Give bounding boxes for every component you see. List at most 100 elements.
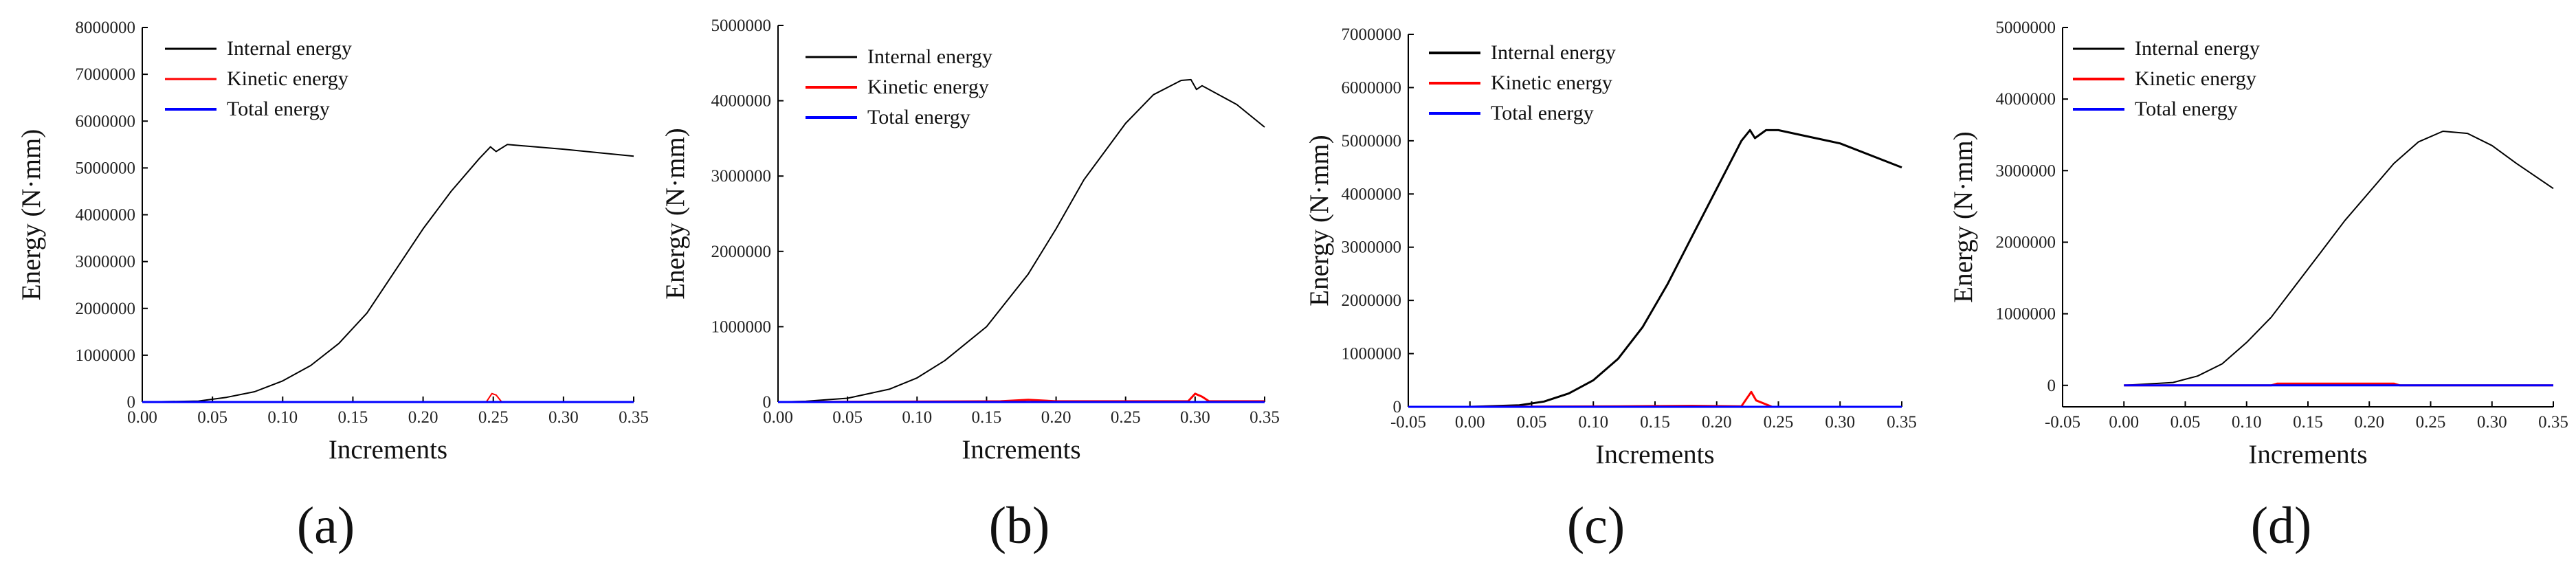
y-tick-label: 3000000 [76, 253, 136, 271]
chart-svg-d: 0 1000000 2000000 3000000 4000000 5000000 -0.0… [1948, 19, 2568, 469]
x-tick-label: 0.30 [548, 408, 579, 427]
y-tick-label: 4000000 [711, 92, 772, 111]
x-tick-label: 0.20 [1041, 408, 1072, 427]
x-tick-label: 0.35 [1250, 408, 1280, 427]
y-tick-label: 5000000 [76, 159, 136, 177]
x-tick-label: -0.05 [2045, 413, 2080, 432]
x-tick-label: 0.35 [2538, 413, 2568, 432]
y-tick-label: 2000000 [711, 243, 772, 261]
x-tick-label: 0.00 [2109, 413, 2139, 432]
series-line-kinetic-energy [142, 392, 634, 403]
x-tick-label: 0.15 [1640, 413, 1670, 432]
y-tick-label: 6000000 [76, 112, 136, 131]
y-tick-label: 5000000 [1342, 132, 1402, 150]
legend-label: Total energy [2135, 98, 2238, 120]
y-tick-label: 8000000 [76, 19, 136, 37]
series-line-internal-energy [777, 78, 1265, 403]
x-tick-label: 0.30 [1825, 413, 1855, 432]
chart-panel-b: 0 1000000 2000000 3000000 4000000 5000000 0.00… [644, 0, 1288, 580]
x-tick-label: 0.05 [1517, 413, 1547, 432]
y-tick-label: 1000000 [76, 346, 136, 365]
y-tick-label: 7000000 [76, 65, 136, 84]
panel-label-c: (c) [1566, 497, 1625, 555]
y-tick-label: 4000000 [76, 206, 136, 225]
legend-label: Kinetic energy [2135, 67, 2256, 90]
y-tick-label: 0 [2047, 377, 2056, 395]
y-tick-label: 2000000 [1342, 291, 1402, 310]
y-tick-label: 5000000 [1996, 19, 2056, 37]
legend-label: Total energy [227, 98, 330, 120]
chart-panel-d: 0 1000000 2000000 3000000 4000000 5000000 -0.0… [1932, 0, 2576, 580]
x-tick-label: 0.25 [2416, 413, 2446, 432]
x-tick-label: 0.25 [1111, 408, 1141, 427]
y-tick-label: 3000000 [1342, 238, 1402, 257]
x-tick-label: 0.30 [1180, 408, 1210, 427]
x-axis-label: Increments [1595, 440, 1714, 469]
x-tick-label: 0.00 [127, 408, 157, 427]
x-tick-label: 0.05 [197, 408, 227, 427]
legend-label: Internal energy [227, 37, 352, 60]
series-line-kinetic-energy [1469, 390, 1902, 408]
panel-label-b: (b) [988, 497, 1050, 555]
y-axis-label: Energy (N·mm) [1948, 131, 1978, 302]
legend-label: Internal energy [867, 45, 992, 68]
y-axis-label: Energy (N·mm) [1304, 135, 1334, 306]
x-tick-label: 0.05 [832, 408, 863, 427]
x-tick-label: 0.10 [1578, 413, 1608, 432]
x-tick-label: 0.35 [1887, 413, 1917, 432]
y-tick-label: 3000000 [711, 167, 772, 186]
series-line-internal-energy [1469, 129, 1902, 408]
chart-panel-a: 0 1000000 2000000 3000000 4000000 5000000 6000… [0, 0, 649, 580]
y-tick-label: 7000000 [1342, 25, 1402, 44]
legend-label: Internal energy [1491, 41, 1616, 64]
y-tick-label: 1000000 [1996, 305, 2056, 324]
x-tick-label: 0.25 [478, 408, 509, 427]
legend-label: Kinetic energy [227, 67, 348, 90]
y-tick-label: 2000000 [1996, 233, 2056, 252]
chart-svg-a: 0 1000000 2000000 3000000 4000000 5000000 6000… [16, 19, 649, 465]
legend-label: Internal energy [2135, 37, 2260, 60]
x-axis-label: Increments [329, 435, 447, 465]
chart-svg-c: 0 1000000 2000000 3000000 4000000 5000000 6000… [1304, 25, 1917, 469]
x-tick-label: 0.00 [1455, 413, 1485, 432]
y-tick-label: 3000000 [1996, 161, 2056, 180]
x-tick-label: 0.05 [2170, 413, 2201, 432]
x-tick-label: 0.15 [338, 408, 368, 427]
x-axis-label: Increments [962, 435, 1080, 465]
x-tick-label: 0.10 [2232, 413, 2262, 432]
x-tick-label: 0.25 [1764, 413, 1794, 432]
panel-label-d: (d) [2250, 497, 2312, 555]
x-tick-label: 0.35 [619, 408, 649, 427]
y-tick-label: 4000000 [1342, 185, 1402, 203]
chart-svg-b: 0 1000000 2000000 3000000 4000000 5000000 0.00… [660, 16, 1280, 465]
panel-label-a: (a) [296, 497, 355, 555]
x-tick-label: 0.15 [972, 408, 1002, 427]
y-tick-label: 0 [763, 393, 772, 412]
y-axis-label: Energy (N·mm) [16, 129, 46, 300]
x-tick-label: 0.15 [2293, 413, 2323, 432]
legend-label: Kinetic energy [867, 76, 989, 98]
y-tick-label: 0 [127, 393, 136, 412]
x-tick-label: 0.20 [408, 408, 438, 427]
y-axis-label: Energy (N·mm) [660, 128, 690, 299]
x-tick-label: 0.20 [2354, 413, 2384, 432]
chart-panel-c: 0 1000000 2000000 3000000 4000000 5000000 6000… [1288, 0, 1932, 580]
y-tick-label: 2000000 [76, 300, 136, 318]
series-line-internal-energy [142, 144, 634, 403]
legend-label: Kinetic energy [1491, 71, 1612, 94]
x-tick-label: -0.05 [1390, 413, 1426, 432]
x-tick-label: 0.10 [902, 408, 932, 427]
y-tick-label: 6000000 [1342, 78, 1402, 97]
legend-label: Total energy [867, 106, 970, 129]
y-tick-label: 4000000 [1996, 90, 2056, 109]
y-tick-label: 5000000 [711, 16, 772, 35]
x-tick-label: 0.30 [2477, 413, 2507, 432]
x-axis-label: Increments [2248, 440, 2367, 469]
x-tick-label: 0.10 [267, 408, 298, 427]
y-tick-label: 1000000 [1342, 345, 1402, 364]
x-tick-label: 0.00 [763, 408, 793, 427]
legend-label: Total energy [1491, 102, 1594, 124]
series-line-internal-energy [2124, 131, 2554, 386]
y-tick-label: 0 [1393, 398, 1402, 416]
x-tick-label: 0.20 [1702, 413, 1732, 432]
